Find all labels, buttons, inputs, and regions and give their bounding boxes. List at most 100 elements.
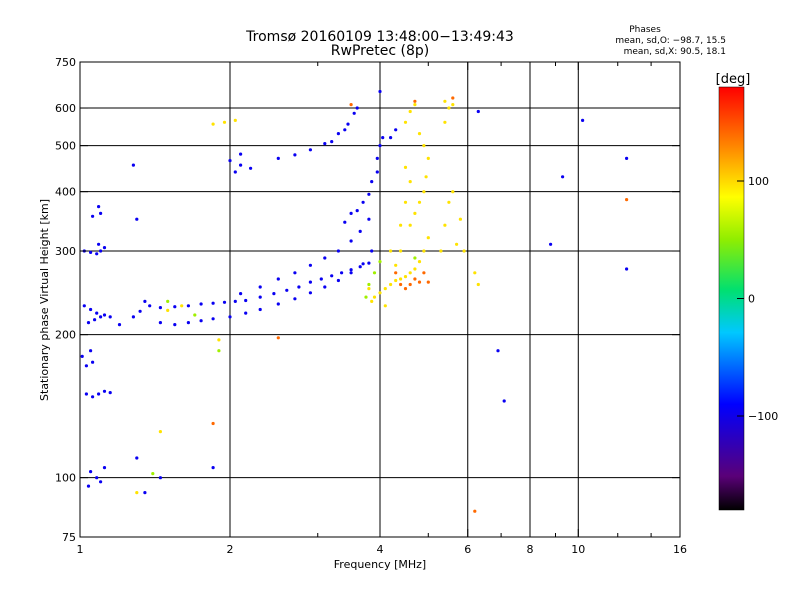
data-point — [364, 295, 368, 299]
data-point — [451, 103, 455, 107]
phase-stats-o: mean, sd,O: −98.7, 15.5 — [615, 36, 726, 46]
data-point — [413, 211, 417, 215]
data-point — [319, 277, 323, 281]
data-point — [352, 111, 356, 115]
data-point — [389, 136, 393, 140]
data-point — [135, 491, 139, 495]
data-point — [413, 103, 417, 107]
data-point — [143, 491, 147, 495]
data-point — [323, 285, 327, 289]
data-point — [95, 476, 99, 480]
data-point — [180, 304, 184, 308]
y-tick-label: 750 — [55, 56, 76, 69]
data-point — [135, 217, 139, 221]
data-point — [80, 354, 84, 358]
data-point — [394, 263, 398, 267]
data-point — [422, 144, 426, 148]
data-point — [367, 287, 371, 291]
data-point — [211, 317, 215, 321]
data-point — [323, 256, 327, 260]
data-point — [102, 313, 107, 317]
data-point — [99, 211, 103, 215]
data-point — [349, 211, 353, 215]
data-point — [258, 307, 262, 312]
data-point — [138, 309, 142, 313]
data-point — [625, 156, 629, 160]
data-point — [89, 349, 93, 353]
data-point — [99, 249, 103, 253]
data-point — [394, 271, 398, 275]
data-point — [426, 156, 430, 160]
data-point — [89, 307, 93, 312]
data-point — [367, 192, 371, 196]
grid-lines — [80, 62, 680, 537]
data-point — [143, 299, 147, 303]
colorbar-tick-label: 100 — [748, 175, 769, 188]
data-point — [173, 323, 177, 327]
data-point — [451, 190, 455, 194]
x-tick-label: 2 — [227, 543, 234, 556]
data-point — [422, 190, 426, 194]
x-tick-label: 16 — [673, 543, 687, 556]
data-point — [166, 299, 170, 303]
data-point — [89, 470, 93, 474]
data-point — [297, 285, 301, 289]
data-point — [426, 280, 430, 284]
data-point — [148, 304, 152, 308]
x-tick-label: 4 — [377, 543, 384, 556]
data-point — [496, 349, 500, 353]
data-point — [84, 364, 88, 368]
data-point — [361, 262, 365, 266]
data-point — [166, 308, 170, 312]
data-point — [378, 291, 382, 295]
data-point — [408, 109, 412, 114]
data-point — [151, 472, 155, 476]
data-point — [244, 298, 248, 303]
data-point — [276, 156, 280, 160]
phase-stats-heading: Phases — [629, 25, 661, 35]
y-axis-label: Stationary phase Virtual Height [km] — [38, 199, 51, 401]
data-point — [186, 304, 190, 308]
data-point — [443, 99, 447, 103]
data-point — [367, 217, 371, 221]
data-point — [394, 278, 398, 283]
data-point — [285, 288, 289, 292]
data-point — [403, 120, 408, 124]
data-point — [244, 311, 248, 315]
phase-stats-x: mean, sd,X: 90.5, 18.1 — [624, 47, 726, 57]
x-axis-label: Frequency [MHz] — [334, 558, 426, 571]
x-tick-label: 1 — [77, 543, 84, 556]
data-point — [272, 292, 276, 296]
data-point — [581, 118, 585, 122]
data-point — [399, 282, 403, 287]
data-point — [258, 285, 262, 289]
data-point — [349, 103, 353, 107]
data-point — [222, 120, 227, 124]
data-point — [249, 166, 253, 170]
data-point — [217, 338, 221, 342]
data-point — [473, 271, 477, 275]
chart-title: Tromsø 20160109 13:48:00−13:49:43 — [245, 29, 514, 45]
data-point — [293, 271, 297, 275]
data-point — [99, 315, 103, 319]
data-point — [355, 106, 359, 110]
data-point — [217, 349, 221, 353]
data-point — [426, 236, 430, 240]
colorbar-ticks: 100 0 −100 — [737, 175, 778, 423]
data-point — [413, 256, 417, 260]
data-point — [233, 170, 237, 174]
data-point — [102, 389, 107, 393]
data-point — [375, 170, 379, 174]
data-point — [408, 271, 412, 275]
data-point — [276, 336, 280, 340]
data-point — [97, 242, 101, 246]
data-point — [349, 268, 353, 272]
data-point — [476, 109, 480, 114]
data-point — [293, 153, 297, 157]
data-point — [417, 200, 422, 204]
data-point — [135, 456, 139, 460]
data-point — [276, 277, 280, 281]
data-point — [367, 261, 371, 265]
y-tick-label: 300 — [55, 245, 76, 258]
data-point — [343, 128, 347, 132]
